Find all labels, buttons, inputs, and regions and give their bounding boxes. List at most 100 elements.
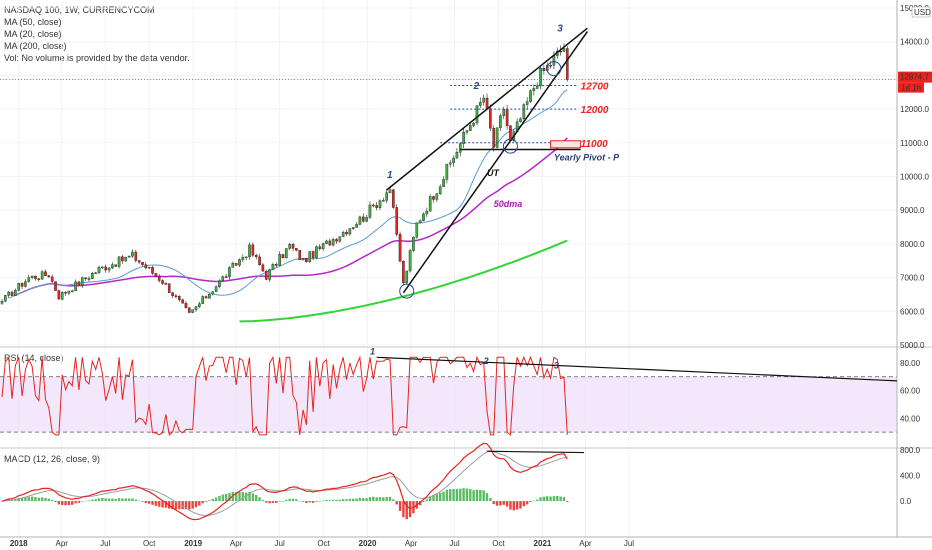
candle — [405, 270, 409, 284]
macd-histogram-bar — [234, 492, 238, 502]
candle — [361, 216, 365, 222]
price-tick-label: 9000.0 — [900, 206, 925, 215]
time-tick-label: 2020 — [359, 539, 377, 548]
candle — [532, 88, 536, 91]
macd-histogram-bar — [34, 497, 37, 502]
currency-label: USD — [914, 8, 931, 17]
macd-histogram-bar — [449, 489, 452, 502]
price-tick-label: 6000.0 — [900, 307, 925, 316]
upper-trendline — [386, 27, 588, 191]
candle — [448, 162, 452, 165]
time-tick-label: 2018 — [10, 539, 28, 548]
candle — [315, 246, 318, 258]
candle — [191, 309, 194, 313]
rsi-label-3: 3 — [554, 360, 559, 370]
macd-histogram-bar — [445, 489, 449, 502]
macd-histogram-bar — [298, 500, 301, 502]
macd-histogram-bar — [218, 495, 221, 502]
macd-histogram-bar — [97, 498, 101, 502]
macd-histogram-bar — [452, 488, 455, 502]
candle — [371, 204, 375, 207]
macd-histogram-bar — [385, 496, 388, 502]
rsi-tick-label: 40.00 — [900, 414, 921, 423]
macd-histogram-bar — [71, 501, 74, 505]
chart-legend: NASDAQ 100, 1W, CURRENCYCOM MA (50, clos… — [4, 4, 190, 64]
highlight-circle — [399, 283, 415, 299]
macd-histogram-bar — [114, 498, 117, 502]
ma200-legend[interactable]: MA (200, close) — [4, 41, 67, 51]
macd-histogram-bar — [328, 500, 332, 502]
candle — [241, 257, 245, 260]
macd-histogram-bar — [24, 497, 27, 502]
candle — [34, 275, 37, 279]
macd-histogram-bar — [305, 501, 308, 503]
macd-histogram-bar — [17, 497, 20, 502]
macd-histogram-bar — [164, 501, 168, 508]
candle — [365, 217, 368, 222]
macd-histogram-bar — [158, 501, 161, 507]
macd-trendline — [487, 450, 585, 454]
macd-histogram-bar — [198, 501, 201, 506]
candle — [388, 189, 392, 193]
macd-histogram-bar — [338, 499, 342, 502]
macd-histogram-bar — [325, 499, 328, 502]
candle — [124, 257, 128, 262]
last-price-tag — [898, 71, 932, 83]
macd-histogram-bar — [482, 490, 485, 502]
macd-histogram-bar — [141, 501, 144, 502]
macd-histogram-bar — [94, 499, 97, 502]
candle — [542, 68, 546, 71]
time-tick-label: 2019 — [184, 539, 202, 548]
macd-histogram-bar — [398, 501, 402, 511]
macd-histogram-bar — [459, 488, 462, 502]
macd-histogram-bar — [181, 501, 184, 510]
macd-histogram-bar — [54, 501, 57, 503]
macd-histogram-bar — [255, 494, 258, 502]
macd-histogram-bar — [151, 501, 154, 505]
candle — [455, 152, 459, 159]
candle — [408, 250, 412, 272]
candle — [184, 303, 188, 308]
candle — [74, 281, 77, 292]
candle — [251, 244, 255, 256]
price-tick-label: 11000.0 — [900, 139, 929, 148]
macd-histogram-bar — [104, 498, 107, 502]
level-label-12000: 12000 — [581, 105, 609, 116]
macd-histogram-bar — [492, 501, 495, 505]
macd-histogram-bar — [258, 497, 261, 502]
macd-histogram-bar — [352, 498, 355, 502]
macd-histogram-bar — [462, 488, 465, 502]
candle — [231, 263, 235, 268]
candle — [495, 127, 499, 148]
candle — [4, 295, 7, 302]
macd-histogram-bar — [101, 498, 104, 502]
candle — [47, 275, 51, 278]
macd-histogram-bar — [375, 497, 378, 502]
time-tick-label: Apr — [230, 539, 243, 548]
macd-histogram-bar — [546, 496, 549, 502]
macd-histogram-bar — [455, 488, 459, 502]
candle — [111, 264, 114, 269]
candle — [479, 102, 482, 106]
macd-histogram-bar — [271, 501, 275, 503]
macd-histogram-bar — [281, 501, 285, 502]
candle — [318, 246, 322, 249]
candle — [442, 179, 445, 187]
ma50-legend[interactable]: MA (50, close) — [4, 17, 62, 27]
macd-histogram-bar — [224, 494, 228, 502]
macd-histogram-bar — [117, 498, 121, 502]
rsi-label[interactable]: RSI (14, close) — [4, 353, 64, 363]
ma20-line — [8, 89, 568, 299]
candle — [445, 163, 449, 180]
macd-label[interactable]: MACD (12, 26, close, 9) — [4, 454, 101, 464]
price-tick-label: 10000.0 — [900, 173, 929, 182]
candle — [505, 109, 509, 127]
symbol-title[interactable]: NASDAQ 100, 1W, CURRENCYCOM — [4, 5, 155, 15]
macd-histogram-bar — [178, 501, 181, 510]
ma20-legend[interactable]: MA (20, close) — [4, 29, 62, 39]
macd-histogram-bar — [81, 501, 84, 502]
candle — [238, 259, 241, 266]
candle — [382, 200, 385, 202]
price-tick-label: 7000.0 — [900, 274, 925, 283]
